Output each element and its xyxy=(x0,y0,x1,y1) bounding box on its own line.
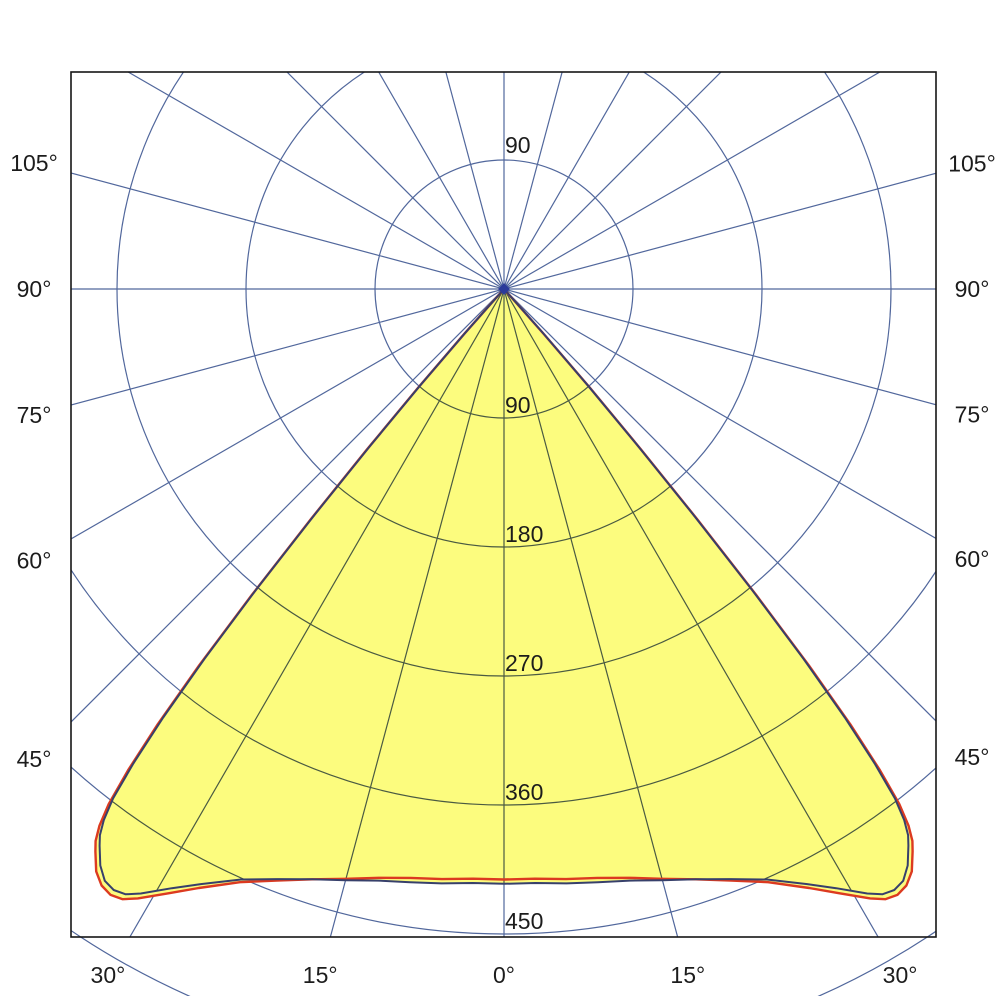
gamma-label-right: 60° xyxy=(955,546,990,572)
gamma-label-bottom: 30° xyxy=(883,962,918,988)
ldc-curve-c0-c180 xyxy=(94,287,914,901)
gamma-label-left: 45° xyxy=(17,746,52,772)
radial-value-label-upper: 90 xyxy=(505,132,531,158)
gamma-label-bottom: 0° xyxy=(493,962,515,988)
radial-value-label: 270 xyxy=(505,650,543,676)
gamma-label-bottom: 30° xyxy=(91,962,126,988)
pole-marker xyxy=(498,283,510,295)
gamma-label-bottom: 15° xyxy=(670,962,705,988)
gamma-label-right: 90° xyxy=(955,276,990,302)
gamma-label-left: 60° xyxy=(17,547,52,573)
axis-labels: 105° 105° 90° 90° 75° 75° 60° 60° 45° 45° 30° 15° 0°… xyxy=(10,132,996,988)
gamma-label-left: 75° xyxy=(17,402,52,428)
gamma-label-right: 45° xyxy=(955,744,990,770)
gamma-label-right: 105° xyxy=(948,151,996,177)
plot-border xyxy=(70,71,937,938)
gamma-label-right: 75° xyxy=(955,401,990,427)
gamma-label-bottom: 15° xyxy=(303,962,338,988)
radial-value-label: 360 xyxy=(505,779,543,805)
radial-value-label: 180 xyxy=(505,521,543,547)
gamma-label-left: 90° xyxy=(17,276,52,302)
ldc-curve-c90-c270 xyxy=(98,288,910,896)
gamma-label-left: 105° xyxy=(10,150,58,176)
radial-value-label: 90 xyxy=(505,392,531,418)
radial-value-label: 450 xyxy=(505,908,543,934)
